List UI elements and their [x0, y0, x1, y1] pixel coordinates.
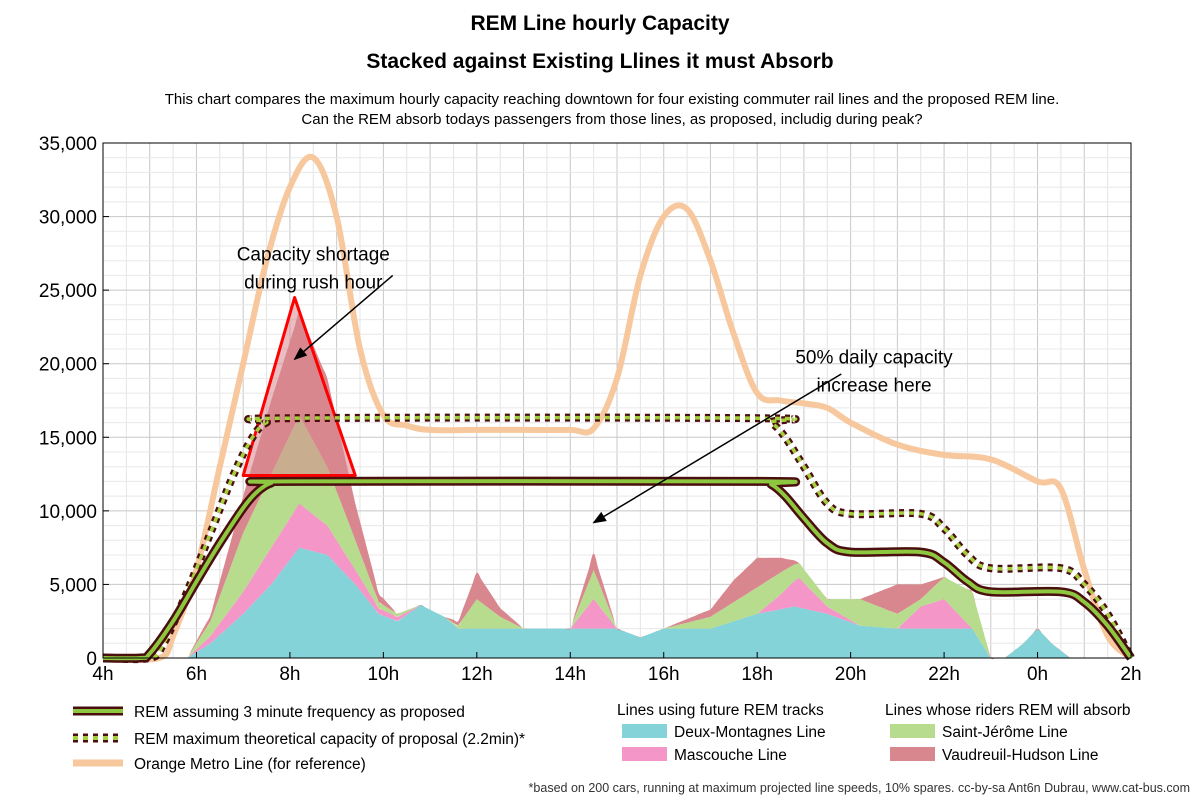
legend-item-rem: REM assuming 3 minute frequency as propo… — [73, 704, 465, 721]
area-deux-montagnes — [103, 547, 1131, 659]
x-tick-label: 6h — [186, 664, 207, 685]
chart-title-line2: Stacked against Existing Llines it must … — [366, 50, 833, 73]
y-tick-label: 20,000 — [39, 355, 97, 376]
legend-label-deux-montagnes: Deux-Montagnes Line — [674, 724, 826, 741]
legend-swatch-vaudreuil — [890, 747, 935, 761]
y-tick-label: 35,000 — [39, 134, 97, 155]
legend-swatch-deux-montagnes — [622, 724, 667, 738]
x-tick-label: 14h — [554, 664, 586, 685]
axis-ticks: 4h 6h 8h 10h 12h 14h 16h 18h 20h 22h 0h 2h 0 5,000 10,… — [39, 134, 1142, 685]
line-rem — [102, 479, 1133, 661]
legend-item-deux-montagnes: Deux-Montagnes Line — [622, 724, 826, 741]
annotation-increase-line2: increase here — [816, 376, 931, 397]
legend-label-orange: Orange Metro Line (for reference) — [134, 756, 366, 773]
legend-item-orange: Orange Metro Line (for reference) — [73, 756, 366, 773]
legend-label-vaudreuil: Vaudreuil-Hudson Line — [942, 747, 1099, 764]
series-lines — [102, 153, 1135, 664]
y-tick-label: 10,000 — [39, 502, 97, 523]
area-mascouche — [103, 503, 1131, 659]
x-tick-label: 18h — [741, 664, 773, 685]
annotation-increase-arrow — [592, 373, 842, 524]
plot-frame — [102, 142, 1132, 659]
footnote: *based on 200 cars, running at maximum p… — [529, 781, 1190, 795]
x-tick-label: 8h — [279, 664, 300, 685]
x-tick-label: 20h — [835, 664, 867, 685]
legend-title-absorbed: Lines whose riders REM will absorb — [885, 702, 1131, 719]
chart-subtitle-line2: Can the REM absorb todays passengers fro… — [301, 111, 922, 128]
annotations: Capacity shortage during rush hour 50% dai… — [237, 245, 953, 524]
y-tick-label: 15,000 — [39, 428, 97, 449]
legend-item-saint-jerome: Saint-Jérôme Line — [890, 724, 1068, 741]
area-vaudreuil-hudson — [103, 312, 1131, 660]
legend-title-rem-tracks: Lines using future REM tracks — [617, 702, 824, 719]
chart-title-line1: REM Line hourly Capacity — [470, 12, 729, 35]
legend-item-rem-max: REM maximum theoretical capacity of prop… — [73, 731, 525, 748]
annotation-increase-line1: 50% daily capacity — [795, 348, 953, 369]
legend-label-saint-jerome: Saint-Jérôme Line — [942, 724, 1068, 741]
line-rem-max — [102, 415, 1133, 661]
stacked-areas — [103, 296, 1131, 660]
legend-swatch-mascouche — [622, 747, 667, 761]
legend-item-mascouche: Mascouche Line — [622, 747, 787, 764]
x-tick-label: 10h — [368, 664, 400, 685]
annotation-shortage-line1: Capacity shortage — [237, 245, 390, 266]
legend-label-rem: REM assuming 3 minute frequency as propo… — [134, 704, 465, 721]
area-saint-jerome — [103, 415, 1131, 660]
y-tick-label: 25,000 — [39, 281, 97, 302]
x-tick-label: 16h — [648, 664, 680, 685]
x-tick-label: 22h — [928, 664, 960, 685]
chart-subtitle-line1: This chart compares the maximum hourly c… — [165, 91, 1060, 108]
annotation-shortage-line2: during rush hour — [244, 273, 383, 294]
line-orange-metro — [102, 153, 1134, 663]
capacity-shortage-triangle — [241, 296, 357, 477]
x-tick-label: 12h — [461, 664, 493, 685]
legend: REM assuming 3 minute frequency as propo… — [73, 702, 1131, 773]
y-tick-label: 30,000 — [39, 208, 97, 229]
annotation-shortage-arrow — [293, 274, 394, 361]
y-tick-label: 0 — [86, 649, 97, 670]
x-tick-label: 2h — [1120, 664, 1141, 685]
x-tick-label: 0h — [1027, 664, 1048, 685]
legend-swatch-saint-jerome — [890, 724, 935, 738]
legend-item-vaudreuil: Vaudreuil-Hudson Line — [890, 747, 1099, 764]
legend-label-rem-max: REM maximum theoretical capacity of prop… — [134, 731, 525, 748]
x-tick-label: 4h — [92, 664, 113, 685]
legend-label-mascouche: Mascouche Line — [674, 747, 787, 764]
y-tick-label: 5,000 — [49, 575, 97, 596]
